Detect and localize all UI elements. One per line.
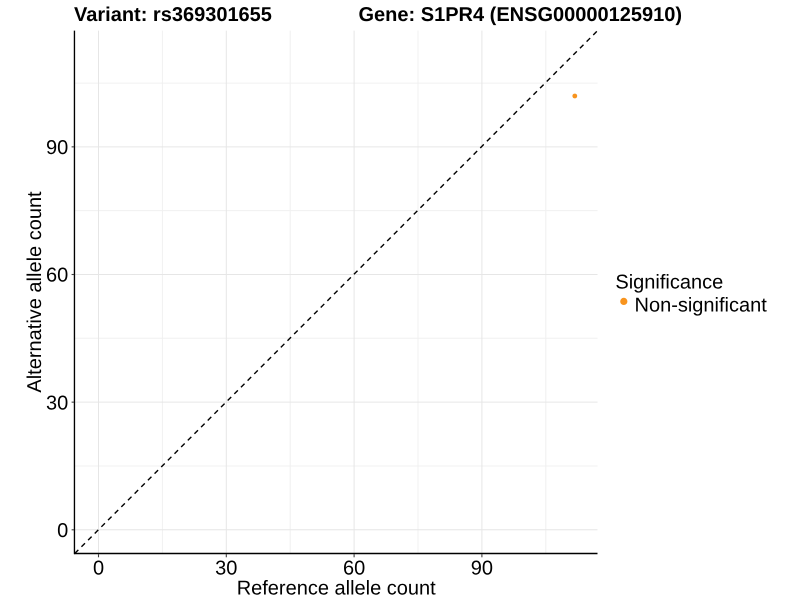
svg-text:90: 90 [46,137,68,159]
svg-text:60: 60 [46,265,68,287]
svg-text:Alternative allele count: Alternative allele count [24,191,46,393]
svg-text:0: 0 [93,557,104,579]
svg-text:Variant: rs369301655: Variant: rs369301655 [74,4,272,26]
svg-text:90: 90 [471,557,493,579]
svg-text:Non-significant: Non-significant [635,294,768,316]
svg-text:0: 0 [57,520,68,542]
svg-text:60: 60 [343,557,365,579]
svg-text:Gene: S1PR4 (ENSG00000125910): Gene: S1PR4 (ENSG00000125910) [359,4,683,26]
svg-text:30: 30 [46,392,68,414]
svg-text:Reference allele count: Reference allele count [237,577,436,599]
svg-text:30: 30 [215,557,237,579]
svg-text:Significance: Significance [615,271,723,293]
